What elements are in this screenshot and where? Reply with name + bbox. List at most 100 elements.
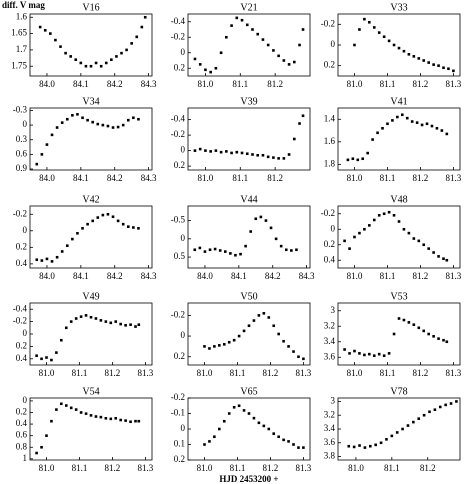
data-point	[234, 253, 237, 257]
data-point	[79, 61, 83, 65]
x-tick-label: 84.1	[231, 271, 247, 281]
plot-frame	[337, 205, 461, 269]
y-tick-label: -0.5	[171, 215, 186, 225]
data-point	[353, 349, 356, 353]
data-point	[292, 350, 295, 353]
data-point	[417, 239, 421, 243]
panel-title: V78	[390, 386, 407, 397]
x-tick-label: 81.3	[296, 463, 312, 473]
data-point	[372, 354, 376, 357]
data-point	[377, 214, 381, 217]
data-point	[79, 411, 83, 414]
plot-frame	[187, 107, 311, 171]
data-point	[386, 122, 389, 126]
y-tick-label: -0.2	[171, 129, 185, 139]
data-point	[121, 222, 125, 226]
y-tick-label: 3.2	[324, 320, 335, 330]
data-point	[96, 122, 100, 126]
data-point	[301, 114, 305, 118]
x-tick-label: 81.3	[138, 368, 154, 378]
data-point	[40, 445, 43, 449]
y-tick-label: 0	[23, 119, 28, 129]
data-point	[252, 416, 256, 420]
panel-title: V54	[82, 386, 99, 397]
data-point	[45, 356, 48, 359]
y-tick-label: 3.6	[324, 351, 336, 361]
x-tick-label: 81.3	[446, 368, 462, 378]
data-point	[71, 237, 74, 241]
y-tick-label: 3.6	[324, 437, 336, 447]
x-tick-label: 84.1	[73, 79, 89, 89]
x-tick-label: 81.1	[384, 463, 400, 473]
data-point	[45, 257, 49, 261]
plot-frame	[187, 13, 311, 77]
data-point	[395, 431, 399, 434]
data-point	[445, 340, 449, 344]
x-tick-label: 81.2	[263, 368, 279, 378]
data-point	[137, 117, 140, 121]
data-point	[407, 231, 411, 235]
x-tick-label: 81.2	[105, 368, 121, 378]
data-point	[277, 157, 280, 160]
data-point	[266, 43, 270, 47]
data-point	[377, 31, 381, 34]
data-point	[390, 434, 394, 438]
data-point	[417, 57, 421, 60]
data-point	[432, 335, 435, 338]
y-tick-label: 0.2	[174, 160, 185, 170]
data-point	[218, 249, 222, 252]
data-point	[267, 427, 271, 431]
data-point	[417, 417, 421, 420]
data-point	[353, 43, 356, 47]
x-tick-label: 81.2	[413, 368, 429, 378]
data-point	[124, 324, 127, 327]
data-point	[244, 244, 247, 248]
x-tick-label: 81.3	[446, 271, 462, 281]
x-tick-label: 84.0	[39, 79, 55, 89]
y-tick-label: 0.2	[174, 351, 185, 361]
data-point	[111, 126, 115, 129]
data-point	[60, 338, 63, 342]
data-point	[358, 231, 361, 235]
data-point	[287, 440, 290, 443]
y-tick-label: -0.2	[321, 18, 335, 28]
data-point	[406, 424, 410, 427]
data-point	[120, 51, 123, 55]
data-point	[422, 243, 426, 247]
y-tick-label: -0.1	[171, 408, 185, 418]
data-point	[363, 446, 367, 449]
data-point	[348, 352, 351, 355]
x-tick-label: 84.0	[39, 173, 55, 183]
y-tick-label: 0.2	[16, 407, 27, 417]
data-point	[264, 219, 268, 222]
data-point	[427, 247, 430, 250]
data-point	[368, 444, 372, 448]
data-point	[203, 345, 206, 348]
data-point	[232, 338, 236, 342]
y-tick-label: 3.4	[324, 336, 336, 346]
data-point	[376, 131, 379, 135]
data-point	[455, 400, 458, 403]
data-point	[45, 434, 48, 437]
x-tick-label: 84.3	[299, 271, 315, 281]
x-tick-label: 84.1	[73, 173, 89, 183]
data-point	[209, 70, 212, 74]
data-point	[433, 408, 437, 412]
data-point	[222, 419, 226, 423]
plot-frame	[337, 13, 461, 77]
y-tick-label: 1.6	[324, 136, 336, 146]
panel-title: V42	[82, 194, 99, 205]
data-point	[301, 28, 305, 31]
data-point	[272, 432, 276, 435]
data-point	[371, 138, 374, 141]
data-point	[298, 43, 301, 47]
data-point	[452, 69, 455, 73]
data-point	[203, 443, 206, 446]
data-point	[50, 260, 54, 263]
data-point	[132, 116, 135, 120]
data-point	[235, 150, 239, 154]
data-point	[214, 149, 218, 152]
data-point	[203, 250, 207, 253]
data-point	[76, 113, 79, 116]
y-tick-label: 1.65	[11, 28, 27, 38]
